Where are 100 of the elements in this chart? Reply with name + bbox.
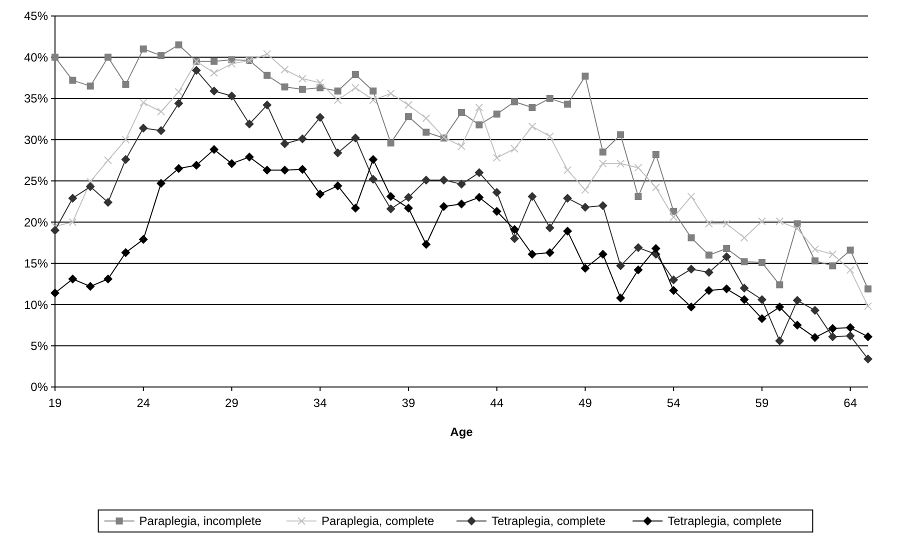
point — [458, 142, 466, 150]
point — [334, 88, 342, 95]
point — [352, 71, 359, 78]
y-tick-label: 15% — [24, 256, 48, 271]
point — [86, 282, 95, 291]
point — [792, 320, 802, 330]
point — [775, 336, 784, 346]
x-tick-label: 34 — [313, 396, 328, 410]
x-tick-label: 44 — [490, 396, 504, 410]
point — [564, 100, 572, 108]
point — [864, 332, 872, 342]
point — [174, 88, 183, 96]
x-tick-label: 29 — [225, 396, 239, 410]
point — [511, 98, 518, 106]
point — [598, 160, 607, 168]
y-tick-label: 0% — [30, 380, 48, 394]
point — [616, 160, 625, 168]
point — [792, 296, 802, 305]
point — [262, 100, 272, 110]
point — [688, 234, 695, 242]
y-tick-label: 25% — [24, 174, 48, 188]
point — [828, 332, 838, 342]
point — [528, 250, 537, 259]
point — [474, 192, 484, 202]
point — [104, 198, 113, 207]
point — [404, 204, 413, 213]
point — [422, 128, 430, 136]
point — [704, 286, 714, 296]
point — [370, 88, 377, 95]
point — [493, 110, 500, 118]
point — [156, 178, 166, 188]
point — [157, 108, 166, 116]
point — [563, 194, 572, 203]
point — [174, 98, 184, 108]
point — [68, 194, 78, 203]
point — [686, 264, 696, 274]
point — [704, 220, 713, 228]
y-tick-label: 10% — [24, 298, 48, 312]
point — [617, 131, 624, 138]
point — [581, 186, 590, 194]
point — [298, 134, 307, 144]
point — [580, 264, 590, 273]
x-tick-label: 24 — [136, 396, 150, 410]
point — [828, 324, 838, 333]
x-tick-label: 59 — [755, 396, 769, 410]
point — [404, 113, 412, 120]
point — [227, 91, 236, 100]
point — [86, 82, 94, 90]
point — [758, 217, 766, 226]
point — [740, 284, 749, 293]
point — [669, 275, 678, 284]
point — [298, 74, 306, 83]
point — [758, 259, 766, 266]
point — [174, 164, 184, 174]
y-tick-label: 30% — [24, 132, 48, 147]
point — [545, 248, 554, 258]
point — [492, 154, 501, 162]
y-tick-label: 35% — [24, 92, 48, 106]
point — [228, 60, 236, 68]
point — [139, 98, 148, 107]
point — [104, 54, 112, 61]
point — [757, 314, 766, 324]
point — [652, 183, 660, 192]
point — [687, 192, 696, 201]
point — [740, 258, 748, 266]
point — [122, 80, 130, 88]
point — [316, 112, 325, 122]
point — [386, 204, 396, 214]
point — [651, 244, 660, 253]
point — [192, 160, 201, 170]
point — [475, 104, 484, 112]
point — [776, 217, 784, 226]
point — [864, 285, 872, 292]
point — [528, 122, 536, 130]
point — [68, 218, 77, 226]
x-tick-label: 19 — [48, 396, 62, 410]
point — [68, 274, 78, 284]
point — [492, 188, 502, 197]
point — [350, 134, 360, 143]
point — [439, 202, 448, 211]
point — [846, 246, 854, 254]
point — [86, 178, 94, 186]
point — [316, 190, 325, 199]
y-tick-label: 5% — [30, 338, 48, 353]
point — [210, 58, 218, 65]
point — [492, 206, 502, 216]
point — [669, 286, 678, 296]
point — [722, 220, 731, 228]
point — [227, 159, 236, 168]
point — [829, 262, 836, 270]
point — [616, 261, 626, 270]
point — [386, 90, 395, 98]
point — [864, 302, 872, 310]
point — [86, 182, 95, 192]
point — [121, 248, 130, 258]
point — [599, 148, 606, 156]
point — [333, 181, 342, 190]
point — [422, 240, 431, 249]
point — [264, 72, 271, 79]
point — [846, 331, 855, 340]
